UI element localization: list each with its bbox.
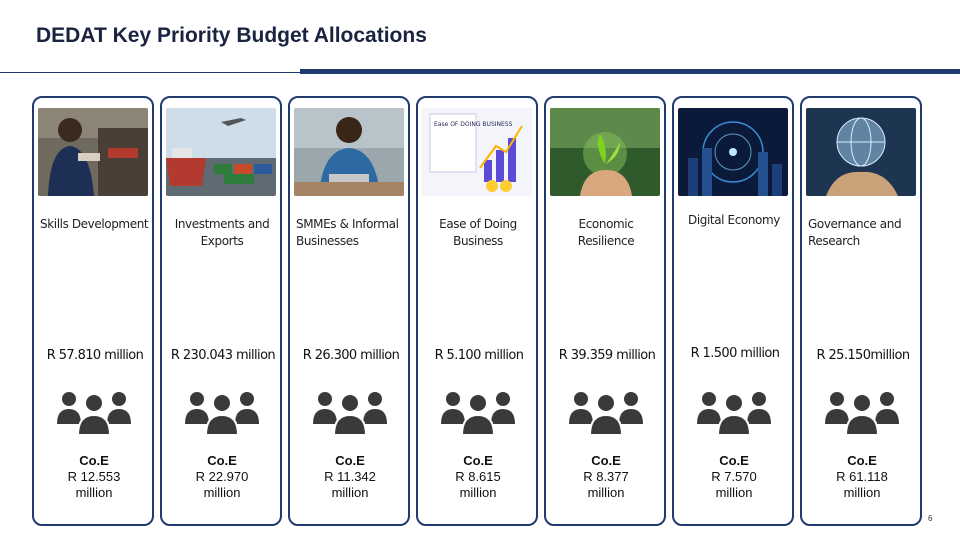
people-group-icon [696, 390, 772, 436]
coe-heading: Co.E [847, 453, 877, 468]
card-label: Digital Economy [688, 213, 780, 227]
card-label: SMMEs & Informal Businesses [296, 217, 399, 248]
budget-amount: R 57.810 million [46, 348, 144, 363]
card-label: Governance and Research [808, 217, 902, 248]
coe-value: R 22.970 [195, 469, 249, 484]
card-label: Investments and Exports [174, 217, 270, 248]
card-label: Skills Development [40, 217, 149, 231]
coe-unit: million [459, 485, 497, 500]
coe-unit: million [587, 485, 625, 500]
coe-value: R 61.118 [836, 469, 888, 484]
coe-heading: Co.E [591, 453, 621, 468]
people-group-icon [184, 390, 260, 436]
coe-unit: million [331, 485, 369, 500]
digital-globe-hand-photo [806, 108, 916, 196]
cargo-port-photo [166, 108, 276, 196]
people-group-icon [56, 390, 132, 436]
priority-card-ease-of-doing-business: Ease OF DOING BUSINESS Ease of Doing Bus… [416, 96, 538, 526]
coe-value: R 11.342 [324, 469, 376, 484]
coe-unit: million [843, 485, 881, 500]
coe-amount: Co.E R 8.377 million [550, 453, 662, 501]
coe-value: R 7.570 [711, 469, 757, 484]
budget-amount: R 5.100 million [434, 348, 524, 363]
thumb-text: Ease OF DOING BUSINESS [434, 121, 513, 128]
header-accent-bar [300, 69, 960, 74]
people-group-icon [440, 390, 516, 436]
coe-value: R 8.377 [583, 469, 629, 484]
budget-amount: R 1.500 million [690, 346, 780, 361]
coe-heading: Co.E [79, 453, 109, 468]
budget-amount: R 26.300 million [302, 348, 400, 363]
budget-amount: R 25.150million [816, 348, 911, 363]
priority-card-investments-and-exports: Investments and Exports R 230.043 millio… [160, 96, 282, 526]
ease-of-doing-business-graphic: Ease OF DOING BUSINESS [422, 108, 532, 196]
page-number: 6 [928, 514, 933, 523]
coe-unit: million [715, 485, 753, 500]
priority-card-economic-resilience: Economic Resilience R 39.359 million Co.… [544, 96, 666, 526]
coe-unit: million [75, 485, 113, 500]
digital-city-photo [678, 108, 788, 196]
business-owner-photo [294, 108, 404, 196]
coe-amount: Co.E R 61.118 million [806, 453, 918, 501]
people-group-icon [568, 390, 644, 436]
card-label: Economic Resilience [577, 217, 635, 248]
card-label: Ease of Doing Business [439, 217, 517, 248]
people-group-icon [824, 390, 900, 436]
coe-unit: million [203, 485, 241, 500]
coe-amount: Co.E R 11.342 million [294, 453, 406, 501]
coe-amount: Co.E R 22.970 million [166, 453, 278, 501]
coe-value: R 8.615 [455, 469, 501, 484]
coe-heading: Co.E [335, 453, 365, 468]
priority-cards: Skills Development R 57.810 million Co.E… [32, 96, 932, 528]
coe-amount: Co.E R 12.553 million [38, 453, 150, 501]
coe-amount: Co.E R 8.615 million [422, 453, 534, 501]
coe-heading: Co.E [207, 453, 237, 468]
coe-amount: Co.E R 7.570 million [678, 453, 790, 501]
page-title: DEDAT Key Priority Budget Allocations [36, 24, 427, 47]
coe-heading: Co.E [719, 453, 749, 468]
factory-worker-photo [38, 108, 148, 196]
priority-card-skills-development: Skills Development R 57.810 million Co.E… [32, 96, 154, 526]
priority-card-governance-and-research: Governance and Research R 25.150million … [800, 96, 922, 526]
priority-card-digital-economy: Digital Economy R 1.500 million Co.E R 7… [672, 96, 794, 526]
people-group-icon [312, 390, 388, 436]
budget-amount: R 230.043 million [170, 348, 276, 363]
priority-card-smmes: SMMEs & Informal Businesses R 26.300 mil… [288, 96, 410, 526]
coe-value: R 12.553 [67, 469, 121, 484]
budget-amount: R 39.359 million [558, 348, 656, 363]
plant-in-hands-photo [550, 108, 660, 196]
coe-heading: Co.E [463, 453, 493, 468]
